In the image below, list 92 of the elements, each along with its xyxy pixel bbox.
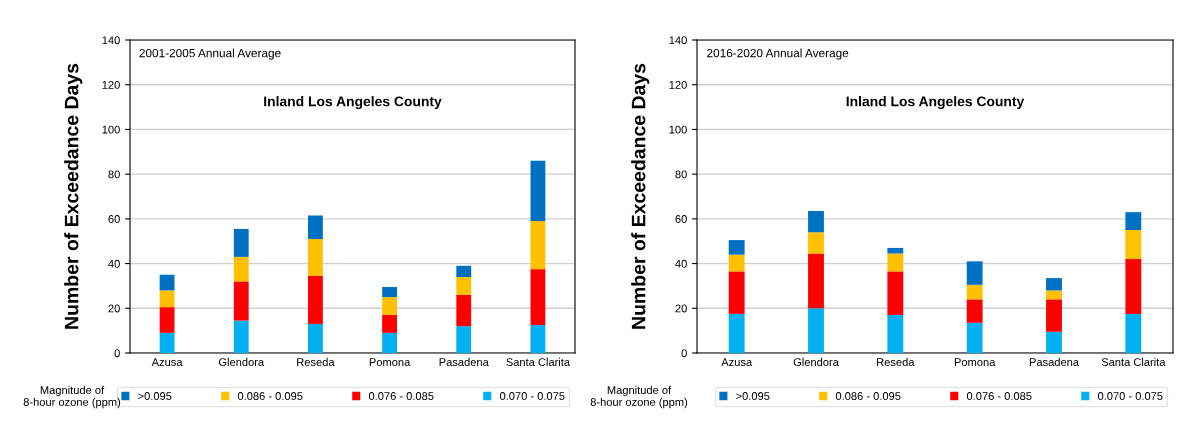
x-tick-label: Reseda (297, 357, 335, 367)
y-tick-label: 100 (102, 125, 120, 134)
x-tick-label: Santa Clarita (506, 357, 571, 367)
bar (808, 232, 824, 254)
y-tick-label: 140 (669, 36, 687, 45)
bar (1125, 230, 1142, 260)
bar (966, 261, 983, 285)
bar (159, 274, 175, 291)
bar (1046, 299, 1062, 332)
bar (808, 211, 824, 233)
bar (456, 265, 472, 277)
y-tick-label: 0 (681, 349, 687, 358)
bar (808, 308, 824, 353)
bar (1046, 278, 1062, 291)
bar (1125, 313, 1142, 353)
bar (233, 281, 249, 321)
bar (530, 325, 546, 353)
legend-label: 0.086 - 0.095 (835, 392, 901, 400)
y-tick-label: 40 (108, 259, 120, 268)
bar (382, 297, 397, 315)
bar (530, 160, 546, 222)
bar (728, 254, 745, 272)
bar (308, 215, 323, 239)
y-tick-label: 0 (114, 349, 120, 358)
bar (456, 276, 472, 295)
x-tick-label: Santa Clarita (1101, 357, 1166, 367)
text: Inland Los Angeles County (264, 96, 442, 110)
bar (728, 271, 745, 314)
legend-label: >0.095 (138, 392, 172, 400)
y-tick-label: 80 (675, 170, 687, 179)
y-tick-label: 120 (102, 80, 120, 89)
legend-label: 0.070 - 0.075 (499, 392, 565, 400)
bar (1046, 331, 1062, 353)
x-tick-label: Azusa (151, 358, 183, 367)
x-tick-label: Reseda (877, 357, 915, 367)
bar (887, 271, 904, 315)
bar (382, 332, 397, 353)
y-tick-label: 60 (108, 215, 120, 223)
y-tick-label: 80 (108, 170, 120, 179)
x-tick-label: Pasadena (439, 357, 489, 367)
bar (233, 256, 249, 282)
x-tick-label: Pomona (954, 358, 996, 367)
legend-label: 0.076 - 0.085 (966, 392, 1032, 400)
legend-label: 0.076 - 0.085 (368, 392, 434, 400)
y-tick-label: 60 (675, 215, 687, 223)
bar (887, 247, 904, 254)
x-tick-label: Pasadena (1029, 357, 1080, 367)
text: Inland Los Angeles County (846, 96, 1025, 110)
bar (1125, 212, 1142, 231)
bar (233, 320, 249, 353)
legend-label: >0.095 (736, 392, 770, 400)
y-tick-label: 140 (102, 36, 120, 45)
bar (382, 287, 397, 298)
bar (159, 307, 175, 333)
bar (233, 228, 249, 257)
y-tick-label: 20 (675, 304, 687, 313)
bar (1046, 290, 1062, 300)
bar (382, 314, 397, 333)
bar (966, 284, 983, 300)
bar (1125, 259, 1142, 314)
bar (887, 253, 904, 272)
y-tick-label: 100 (669, 125, 687, 134)
bar (728, 240, 745, 255)
legend-title: Magnitude of 8-hour ozone (ppm) (23, 385, 121, 409)
y-axis-title: Number of Exceedance Days (631, 63, 650, 329)
y-tick-label: 120 (669, 80, 687, 89)
bar (308, 275, 323, 324)
y-tick-label: 20 (108, 304, 120, 313)
bar (308, 323, 323, 353)
bar (456, 326, 472, 353)
bar (308, 238, 323, 276)
bar (530, 221, 546, 270)
legend-label: 0.086 - 0.095 (237, 392, 303, 400)
text: 2001-2005 Annual Average (139, 48, 281, 60)
legend-label: 0.070 - 0.075 (1097, 392, 1163, 400)
y-axis-title: Number of Exceedance Days (64, 63, 83, 329)
text: 2016-2020 Annual Average (707, 48, 849, 60)
bar (808, 253, 824, 309)
bar (530, 269, 546, 326)
bar (887, 314, 904, 353)
y-tick-label: 40 (675, 259, 687, 268)
x-tick-label: Azusa (721, 358, 753, 367)
bar (159, 332, 175, 353)
x-tick-label: Pomona (369, 358, 411, 367)
bar (159, 290, 175, 308)
bar (728, 313, 745, 353)
bar (966, 322, 983, 353)
x-tick-label: Glendora (793, 357, 839, 367)
x-tick-label: Glendora (218, 357, 265, 367)
bar (966, 299, 983, 323)
bar (456, 294, 472, 327)
legend-title: Magnitude of 8-hour ozone (ppm) (590, 385, 688, 409)
